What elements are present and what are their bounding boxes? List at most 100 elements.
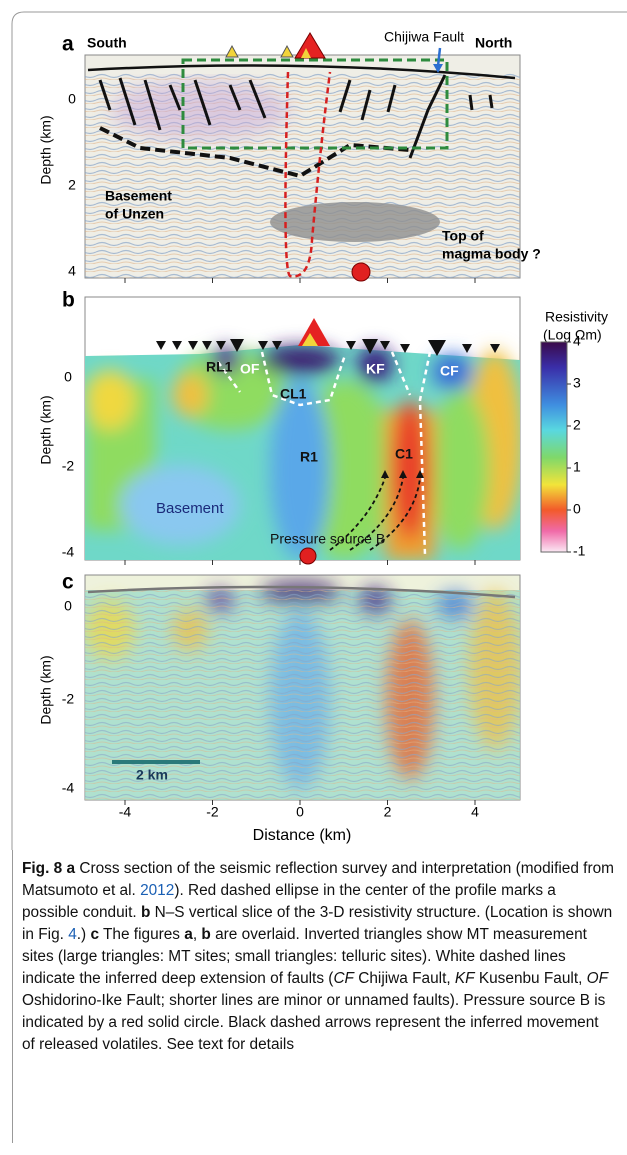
y-axis-label: Depth (km)	[38, 395, 54, 464]
arrow-head	[416, 470, 424, 478]
y-tick-label: 2	[68, 177, 76, 193]
caption-text: Oshidorino-Ike Fault; shorter lines are …	[22, 992, 606, 1053]
annotation: South	[87, 35, 127, 51]
colorbar-title: (Log Ωm)	[543, 327, 602, 343]
caption-text: c	[90, 926, 100, 943]
resistivity-blobs	[85, 346, 520, 560]
panel-a: a South Chijiwa Fault North Basement of …	[38, 29, 541, 282]
volatile-arrows	[329, 477, 421, 551]
annotation: CF	[440, 363, 459, 379]
y-tick-label: 4	[68, 263, 76, 279]
panel-c: 2 km c Depth (km) 0 -2 -4 -4 -2 0 2 4 Distan…	[38, 278, 521, 844]
colorbar-tick-label: 4	[573, 333, 581, 349]
arrow-head	[399, 470, 407, 478]
volcano-marker	[298, 318, 330, 346]
caption-text: KF	[454, 970, 475, 987]
colorbar-tick-label: 3	[573, 375, 581, 391]
pressure-source	[299, 547, 317, 565]
colorbar-tick-label: -1	[573, 543, 586, 559]
surface	[87, 64, 516, 80]
annotation: magma body ?	[442, 246, 541, 262]
caption-text: The figures	[103, 926, 181, 943]
mt-sites	[156, 339, 500, 356]
caption-text: b	[201, 926, 211, 943]
shade	[110, 80, 290, 140]
site-marker	[225, 44, 239, 58]
fault-extensions	[216, 351, 432, 556]
scale-label: 2 km	[136, 767, 168, 783]
panel-label: b	[62, 289, 75, 312]
caption-text: b	[140, 904, 151, 921]
arrow-head	[381, 470, 389, 478]
annotation: North	[475, 35, 512, 51]
colorbar-tick-label: 2	[573, 417, 581, 433]
caption-text: ,	[192, 926, 198, 943]
x-tick-label: 4	[471, 804, 479, 820]
annotation: of Unzen	[105, 206, 164, 222]
x-tick-label: -2	[206, 804, 219, 820]
caption-text: Fig. 8	[22, 860, 63, 877]
pressure-source	[351, 262, 371, 282]
site-marker	[280, 44, 294, 58]
panel-label: a	[62, 33, 74, 56]
x-tick-label: -4	[119, 804, 132, 820]
annotation: Pressure source B	[270, 531, 385, 547]
annotation: KF	[366, 361, 385, 377]
reference-link[interactable]: 2012	[140, 882, 175, 899]
caption-text: CF	[333, 970, 354, 987]
reference-link[interactable]: 4	[68, 926, 77, 943]
site-marker	[302, 333, 318, 346]
colorbar-tick-label: 0	[573, 501, 581, 517]
y-tick-label: -4	[62, 544, 75, 560]
x-tick-label: 0	[296, 804, 304, 820]
green-box	[181, 58, 449, 150]
annotation: C1	[395, 446, 413, 462]
annotation: RL1	[206, 359, 233, 375]
caption-text: are overlaid. Inverted triangles show MT…	[22, 926, 587, 987]
caption-text: .)	[76, 926, 87, 943]
y-tick-label: -2	[62, 458, 75, 474]
annotation: Top of	[442, 228, 484, 244]
colorbar-tick-label: 1	[573, 459, 581, 475]
site-marker	[301, 48, 311, 58]
magma-body	[270, 202, 440, 242]
x-axis-label: Distance (km)	[253, 827, 352, 844]
volcano-marker	[294, 32, 326, 59]
y-tick-label: 0	[68, 91, 76, 107]
caption-text: OF	[586, 970, 609, 987]
annotation: R1	[300, 449, 318, 465]
caption-text: a	[66, 860, 76, 877]
seismic-overlay	[85, 590, 520, 800]
annotation: CL1	[280, 386, 307, 402]
y-tick-label: 0	[64, 369, 72, 385]
annotation: Chijiwa Fault	[384, 29, 464, 45]
arrow	[436, 47, 442, 67]
caption-text: a	[184, 926, 193, 943]
y-axis-label: Depth (km)	[38, 655, 54, 724]
annotation: OF	[240, 361, 260, 377]
frame-lower	[12, 850, 13, 1143]
caption: Fig. 8 a Cross section of the seismic re…	[22, 858, 614, 1056]
caption-text: N–S vertical slice of the 3-D resistivit…	[22, 904, 613, 943]
chijiwa-fault	[408, 74, 447, 159]
y-axis-label: Depth (km)	[38, 115, 54, 184]
y-tick-label: -2	[62, 691, 75, 707]
caption-text: Cross section of the seismic reflection …	[22, 860, 614, 899]
basement-line	[99, 126, 411, 179]
x-tick-label: 2	[384, 804, 392, 820]
faults	[98, 77, 494, 131]
figure: a South Chijiwa Fault North Basement of …	[11, 11, 627, 850]
colorbar-title: Resistivity	[545, 309, 608, 325]
panel-b: b RL1 OF CL1 KF CF R1 C1 Basement Pressu…	[38, 289, 608, 565]
surface	[87, 585, 516, 599]
caption-text: Chijiwa Fault,	[358, 970, 451, 987]
caption-text: ). Red dashed ellipse in the center of t…	[22, 882, 556, 921]
panel-label: c	[62, 571, 74, 594]
caption-text: Kusenbu Fault,	[478, 970, 583, 987]
annotation: Basement	[156, 500, 224, 517]
y-tick-label: 0	[64, 598, 72, 614]
y-tick-label: -4	[62, 780, 75, 796]
annotation: Basement	[105, 188, 172, 204]
colorbar	[540, 341, 568, 553]
